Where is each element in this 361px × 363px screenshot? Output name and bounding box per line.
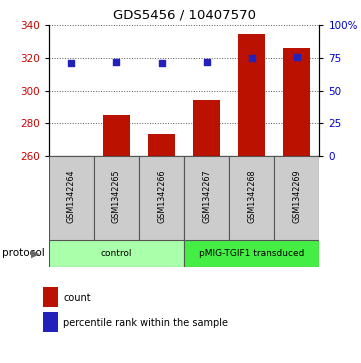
Bar — [103, 115, 130, 156]
Text: GSM1342267: GSM1342267 — [202, 170, 211, 223]
Bar — [148, 134, 175, 156]
Text: GSM1342269: GSM1342269 — [292, 170, 301, 223]
Text: GSM1342268: GSM1342268 — [247, 170, 256, 223]
Bar — [184, 156, 229, 240]
Bar — [283, 48, 310, 156]
Text: control: control — [101, 249, 132, 258]
Bar — [94, 156, 139, 240]
Title: GDS5456 / 10407570: GDS5456 / 10407570 — [113, 8, 256, 21]
Point — [69, 60, 74, 66]
Text: GSM1342266: GSM1342266 — [157, 170, 166, 223]
Bar — [139, 156, 184, 240]
Bar — [193, 100, 220, 156]
Point — [159, 60, 165, 66]
Text: count: count — [63, 293, 91, 303]
Point — [114, 59, 119, 65]
Point — [249, 55, 255, 61]
Point — [294, 54, 300, 60]
Bar — [49, 156, 94, 240]
Text: protocol: protocol — [2, 248, 44, 258]
Text: GSM1342265: GSM1342265 — [112, 170, 121, 223]
Bar — [238, 33, 265, 156]
Text: GSM1342264: GSM1342264 — [67, 170, 76, 223]
Bar — [49, 240, 184, 267]
Text: pMIG-TGIF1 transduced: pMIG-TGIF1 transduced — [199, 249, 304, 258]
Text: ▶: ▶ — [31, 248, 40, 258]
Point — [204, 59, 209, 65]
Bar — [229, 156, 274, 240]
Text: percentile rank within the sample: percentile rank within the sample — [63, 318, 228, 328]
Bar — [274, 156, 319, 240]
Bar — [184, 240, 319, 267]
